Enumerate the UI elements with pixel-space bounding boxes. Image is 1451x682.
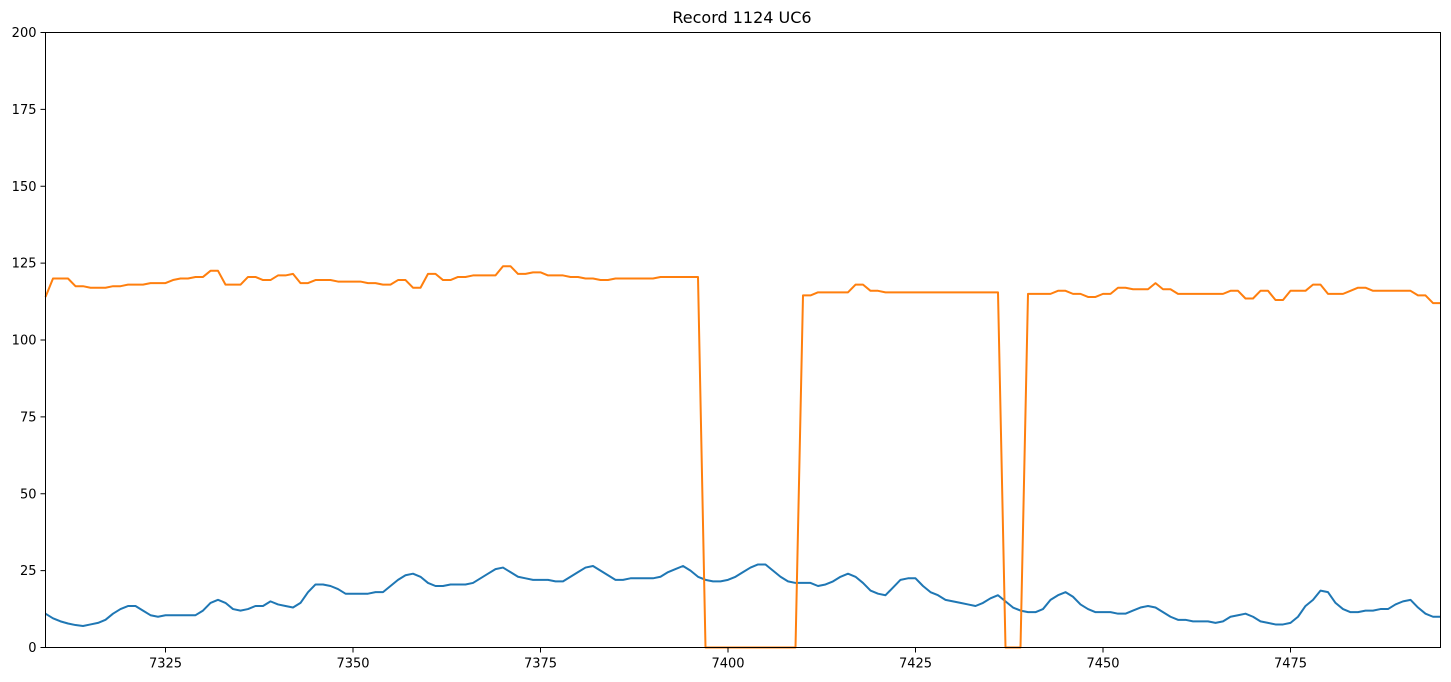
- x-tick-label: 7325: [149, 657, 182, 672]
- series-1-line: [44, 563, 1441, 627]
- y-tick-label: 150: [12, 180, 37, 195]
- series-1: [44, 563, 1441, 627]
- series-layer: [44, 265, 1441, 649]
- x-tick-label: 7475: [1274, 657, 1307, 672]
- x-tick-label: 7375: [524, 657, 557, 672]
- y-tick-label: 100: [12, 334, 37, 349]
- x-tick-label: 7450: [1086, 657, 1119, 672]
- y-tick-label: 75: [20, 410, 37, 425]
- y-tick-label: 25: [20, 564, 37, 579]
- y-tick-label: 125: [12, 257, 37, 272]
- y-tick-label: 50: [20, 487, 37, 502]
- y-tick-label: 175: [12, 103, 37, 118]
- plot-frame: [45, 32, 1441, 648]
- axes-layer: 7325 7350 7375 7400 7425 7450 7475 0 25 50 75 100 12…: [12, 26, 1307, 672]
- x-tick-label: 7400: [711, 657, 744, 672]
- series-2: [44, 265, 1441, 649]
- y-tick-label: 200: [12, 26, 37, 41]
- series-2-line: [44, 265, 1441, 649]
- chart-title: Record 1124 UC6: [672, 8, 811, 27]
- y-tick-label: 0: [28, 641, 36, 656]
- x-tick-label: 7425: [899, 657, 932, 672]
- x-tick-label: 7350: [336, 657, 369, 672]
